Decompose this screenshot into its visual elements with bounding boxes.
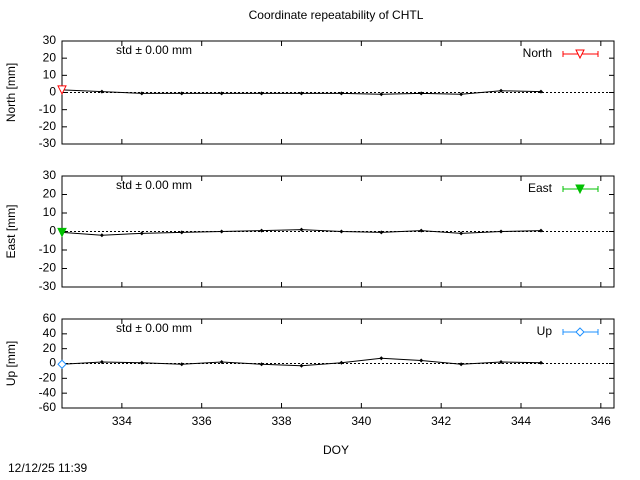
- data-point: [57, 85, 67, 96]
- y-tick-label: 20: [43, 341, 57, 355]
- data-point: [499, 360, 504, 365]
- y-tick-label: -30: [39, 136, 57, 150]
- x-tick-label: 340: [351, 414, 371, 428]
- data-point: [339, 360, 344, 365]
- y-axis-label: East [mm]: [4, 204, 18, 258]
- y-tick-label: 30: [43, 168, 57, 182]
- y-tick-label: 30: [43, 33, 57, 47]
- data-point: [179, 230, 184, 235]
- y-tick-label: 40: [43, 326, 57, 340]
- x-tick-label: 336: [192, 414, 212, 428]
- chart-title: Coordinate repeatability of CHTL: [249, 8, 424, 22]
- data-point: [379, 230, 384, 235]
- x-axis-label: DOY: [323, 443, 349, 457]
- legend-marker: [575, 49, 585, 60]
- y-tick-label: -40: [39, 385, 57, 399]
- y-tick-label: -10: [39, 242, 57, 256]
- x-tick-label: 334: [112, 414, 132, 428]
- data-point: [139, 91, 144, 96]
- data-point: [538, 89, 543, 94]
- data-point: [459, 231, 464, 236]
- y-tick-label: -60: [39, 400, 57, 414]
- legend-label: East: [528, 181, 553, 195]
- data-point: [57, 359, 67, 369]
- data-point: [259, 228, 264, 233]
- data-point: [219, 360, 224, 365]
- data-point: [379, 92, 384, 97]
- legend-label: Up: [537, 324, 553, 338]
- data-point: [99, 233, 104, 238]
- y-tick-label: 60: [43, 311, 57, 325]
- data-point: [99, 89, 104, 94]
- y-tick-label: 0: [49, 85, 56, 99]
- data-point: [179, 91, 184, 96]
- data-point: [419, 358, 424, 363]
- y-tick-label: -30: [39, 279, 57, 293]
- data-point: [219, 91, 224, 96]
- data-point: [339, 91, 344, 96]
- x-tick-label: 344: [511, 414, 531, 428]
- data-point: [499, 229, 504, 234]
- y-tick-label: 10: [43, 68, 57, 82]
- y-tick-label: 0: [49, 224, 56, 238]
- y-tick-label: -10: [39, 102, 57, 116]
- x-tick-label: 346: [591, 414, 611, 428]
- data-point: [99, 360, 104, 365]
- data-point: [419, 91, 424, 96]
- data-point: [459, 362, 464, 367]
- data-point: [419, 228, 424, 233]
- annotation: std ± 0.00 mm: [116, 178, 192, 192]
- y-tick-label: 0: [49, 356, 56, 370]
- y-tick-label: 20: [43, 187, 57, 201]
- x-tick-label: 338: [272, 414, 292, 428]
- y-axis-label: North [mm]: [4, 63, 18, 122]
- y-tick-label: -20: [39, 119, 57, 133]
- x-tick-label: 342: [431, 414, 451, 428]
- data-point: [379, 356, 384, 361]
- y-tick-label: 20: [43, 50, 57, 64]
- data-point: [259, 362, 264, 367]
- y-axis-label: Up [mm]: [4, 341, 18, 386]
- timestamp: 12/12/25 11:39: [8, 461, 88, 475]
- legend-marker: [575, 327, 585, 337]
- data-point: [139, 360, 144, 365]
- y-tick-label: 10: [43, 205, 57, 219]
- data-point: [538, 360, 543, 365]
- data-point: [179, 362, 184, 367]
- y-tick-label: -20: [39, 261, 57, 275]
- y-tick-label: -20: [39, 371, 57, 385]
- data-point: [299, 363, 304, 368]
- data-point: [499, 88, 504, 93]
- data-point: [459, 92, 464, 97]
- data-point: [339, 229, 344, 234]
- data-point: [57, 227, 67, 238]
- data-point: [299, 227, 304, 232]
- legend-label: North: [523, 46, 552, 60]
- data-point: [139, 231, 144, 236]
- annotation: std ± 0.00 mm: [116, 43, 192, 57]
- data-point: [259, 91, 264, 96]
- data-point: [538, 228, 543, 233]
- data-point: [299, 91, 304, 96]
- annotation: std ± 0.00 mm: [116, 321, 192, 335]
- data-point: [219, 229, 224, 234]
- legend-marker: [575, 184, 585, 195]
